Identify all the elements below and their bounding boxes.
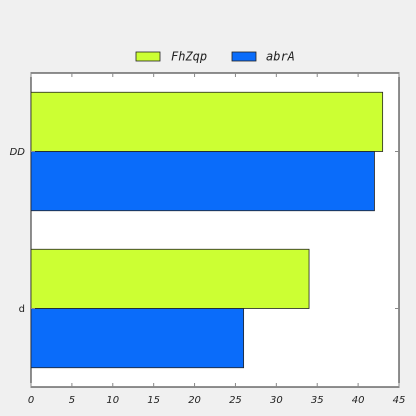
x-tick-label: 5 (69, 395, 75, 406)
x-tick-label: 0 (28, 395, 34, 406)
bar-FhZqp-d (30, 248, 310, 309)
x-tick-label: 40 (352, 395, 365, 406)
bar-abrA-d (30, 308, 245, 369)
legend-swatch-FhZqp (135, 51, 161, 62)
x-tick-label: 45 (393, 395, 406, 406)
legend-label-abrA: abrA (266, 50, 295, 64)
y-tick-label: d (19, 304, 25, 315)
legend: FhZqp abrA (135, 50, 295, 64)
legend-label-FhZqp: FhZqp (171, 50, 207, 64)
y-tick-label: DD (10, 147, 26, 158)
x-tick-label: 35 (311, 395, 324, 406)
bars-layer (30, 91, 384, 369)
bar-abrA-DD (30, 151, 375, 212)
x-tick-label: 20 (188, 395, 201, 406)
legend-swatch-abrA (231, 51, 257, 62)
bar-FhZqp-DD (30, 91, 384, 152)
ticks-layer: DD d 0 5 10 15 20 25 30 35 40 45 (10, 73, 406, 406)
x-tick-label: 10 (106, 395, 119, 406)
x-tick-label: 25 (229, 395, 242, 406)
x-tick-label: 30 (270, 395, 283, 406)
x-tick-label: 15 (147, 395, 160, 406)
